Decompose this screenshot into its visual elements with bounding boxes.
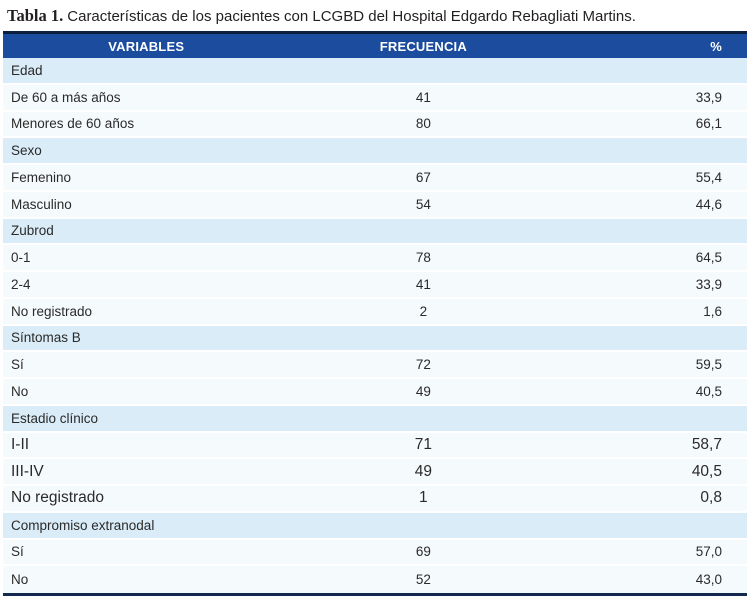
table-row: Menores de 60 años 80 66,1 [3,111,747,139]
table-row: 2-4 41 33,9 [3,272,747,299]
table-row: De 60 a más años 41 33,9 [3,84,747,112]
frecuencia-cell: 71 [414,435,432,453]
table-row: I-II 71 58,7 [3,432,747,460]
patients-table: VARIABLES FRECUENCIA % Edad De 60 a más a… [3,31,747,596]
table-row: Masculino 54 44,6 [3,191,747,219]
frecuencia-cell: 1 [419,489,428,507]
percent-cell: 58,7 [691,435,722,453]
table-body: Edad De 60 a más años 41 33,9 Menores de 60 … [3,58,747,593]
frecuencia-cell: 54 [415,196,431,212]
percent-cell: 0,8 [700,489,722,507]
percent-cell: 55,4 [695,169,722,185]
variable-cell: No [11,572,29,588]
frecuencia-cell: 80 [415,116,431,132]
variable-cell: Sí [11,357,24,373]
frecuencia-cell: 69 [415,544,431,560]
table-header-row: VARIABLES FRECUENCIA % [3,31,747,58]
variable-cell: Síntomas B [11,330,81,346]
variable-cell: I-II [11,435,30,453]
frecuencia-cell: 72 [415,357,431,373]
table-row: No 49 40,5 [3,379,747,406]
variable-cell: Masculino [11,196,72,212]
variable-cell: 2-4 [11,276,31,292]
table-row: III-IV 49 40,5 [3,459,747,486]
percent-cell: 40,5 [691,462,722,480]
table-row: Femenino 67 55,4 [3,165,747,192]
variable-cell: Estadio clínico [11,410,99,426]
percent-cell: 59,5 [695,357,722,373]
table-row: No registrado 2 1,6 [3,298,747,326]
variable-cell: No registrado [11,489,105,507]
column-header-percent: % [710,38,722,54]
frecuencia-cell: 41 [415,276,431,292]
table-row: No registrado 1 0,8 [3,486,747,513]
table-caption-number: Tabla 1. [7,6,64,25]
variable-cell: No [11,383,29,399]
percent-cell: 43,0 [695,572,722,588]
column-header-variables: VARIABLES [108,38,185,54]
table-caption: Tabla 1. Características de los pacientes… [0,0,750,31]
table-row: Sí 69 57,0 [3,539,747,567]
table-row: No 52 43,0 [3,566,747,593]
category-row: Edad [3,58,747,85]
variable-cell: Compromiso extranodal [11,517,155,533]
frecuencia-cell: 49 [415,383,431,399]
column-header-frecuencia: FRECUENCIA [379,38,467,54]
table-row: Sí 72 59,5 [3,352,747,379]
variable-cell: Zubrod [11,223,54,239]
table-row: 0-1 78 64,5 [3,245,747,272]
frecuencia-cell: 78 [415,250,431,266]
frecuencia-cell: 67 [415,169,431,185]
variable-cell: 0-1 [11,250,31,266]
variable-cell: Menores de 60 años [11,116,135,132]
table-caption-text: Características de los pacientes con LCG… [67,8,636,25]
category-row: Estadio clínico [3,405,747,433]
category-row: Compromiso extranodal [3,512,747,540]
frecuencia-cell: 2 [419,303,428,319]
percent-cell: 33,9 [695,89,722,105]
percent-cell: 1,6 [703,303,722,319]
variable-cell: No registrado [11,303,93,319]
category-row: Zubrod [3,218,747,246]
percent-cell: 57,0 [695,544,722,560]
category-row: Síntomas B [3,325,747,353]
percent-cell: 44,6 [695,196,722,212]
percent-cell: 64,5 [695,250,722,266]
variable-cell: Edad [11,62,43,78]
variable-cell: Sexo [11,143,42,159]
category-row: Sexo [3,138,747,165]
variable-cell: III-IV [11,462,44,480]
variable-cell: Femenino [11,169,72,185]
percent-cell: 40,5 [695,383,722,399]
variable-cell: De 60 a más años [11,89,121,105]
frecuencia-cell: 49 [414,462,432,480]
frecuencia-cell: 52 [415,572,431,588]
variable-cell: Sí [11,544,24,560]
percent-cell: 66,1 [695,116,722,132]
percent-cell: 33,9 [695,276,722,292]
frecuencia-cell: 41 [415,89,431,105]
